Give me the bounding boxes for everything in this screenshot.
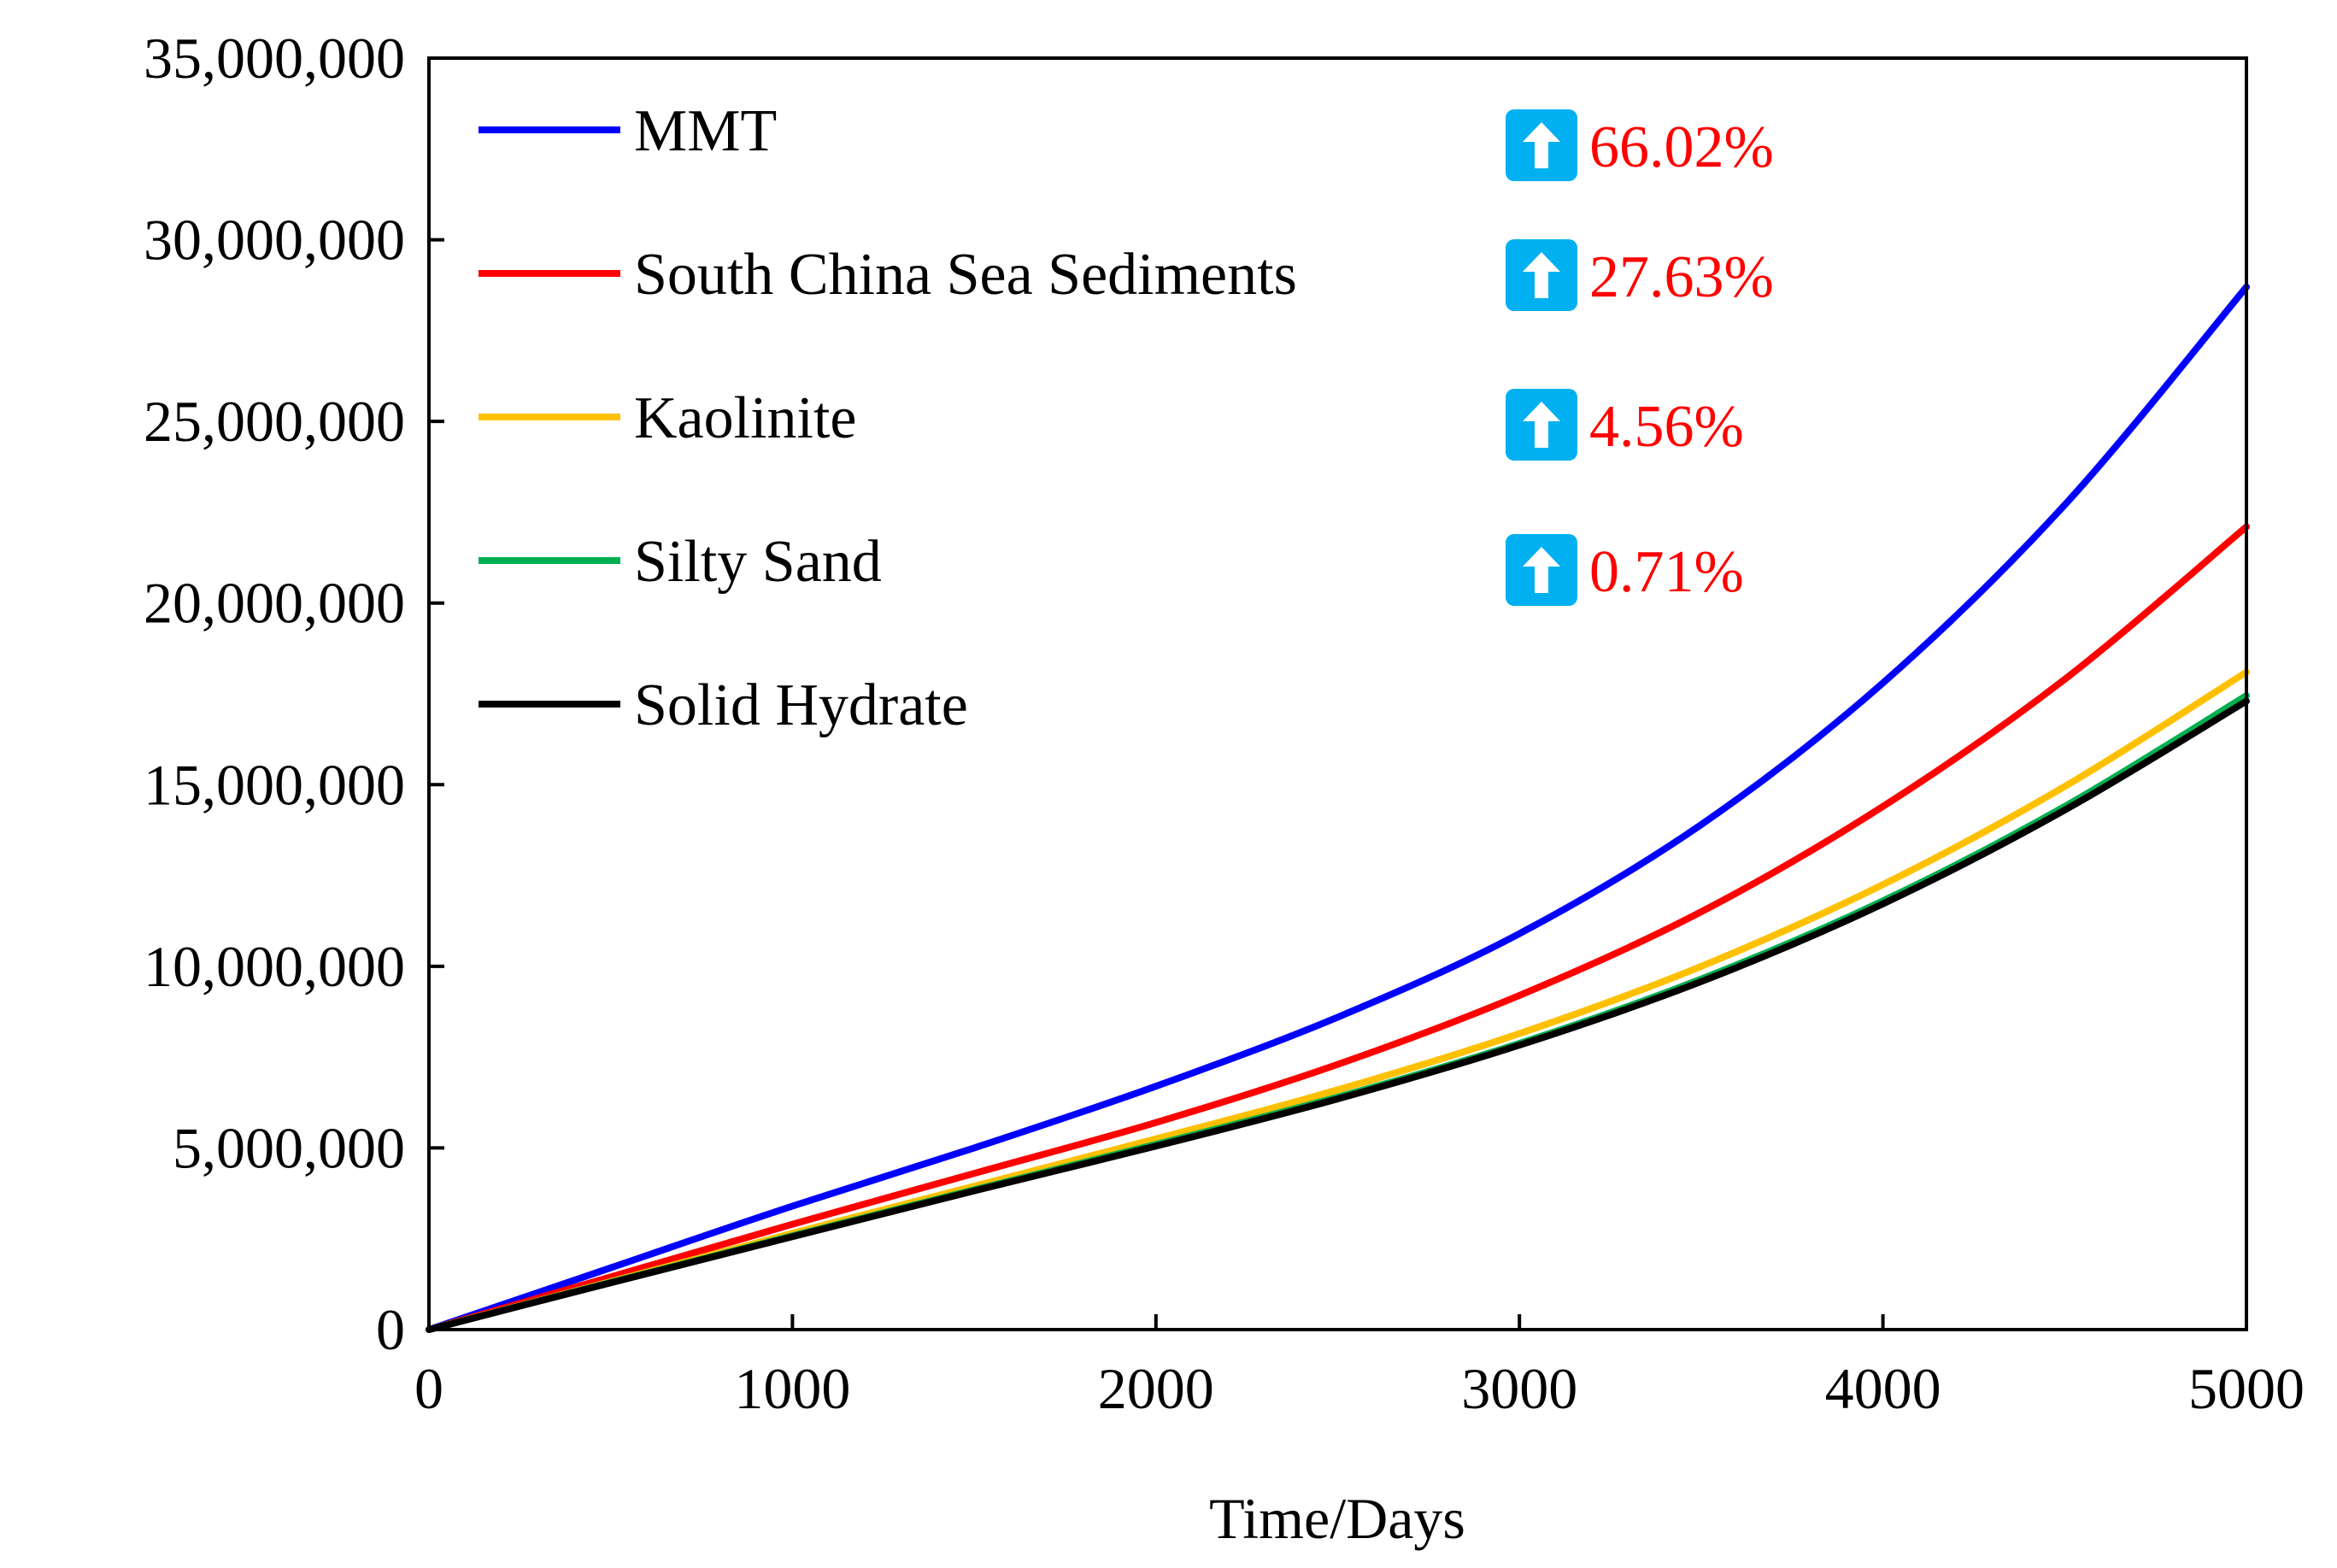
x-tick-label: 2000 [1098,1356,1214,1421]
annotation-silty-sand: 0.71% [1506,534,1744,606]
series-line-mmt [426,283,2250,1333]
annotation-kaolinite: 4.56% [1506,389,1744,461]
legend-label-kaolinite: Kaolinite [634,385,856,451]
percentage-annotations: 66.02% 27.63% 4.56% 0.71% [1506,109,1774,606]
y-tick-label: 30,000,000 [144,208,405,273]
x-tick-label: 4000 [1825,1356,1941,1421]
legend-label-mmt: MMT [634,98,777,164]
x-axis-title: Time/Days [1209,1486,1465,1551]
y-tick-label: 25,000,000 [144,389,405,454]
annotation-south-china-sea-sediments: 27.63% [1506,239,1774,311]
arrow-up-icon [1506,109,1577,181]
legend-label-silty-sand: Silty Sand [634,529,882,595]
x-axis-tick-labels: 0 1000 2000 3000 4000 5000 [414,1356,2305,1421]
series-lines [426,283,2250,1333]
y-tick-label: 20,000,000 [144,571,405,636]
legend-label-south-china-sea-sediments: South China Sea Sediments [634,242,1297,308]
y-tick-label: 35,000,000 [144,26,405,91]
annotation-mmt: 66.02% [1506,109,1774,181]
annotation-value: 4.56% [1589,394,1744,460]
legend: MMT South China Sea Sediments Kaolinite Sil… [479,98,1297,738]
plot-area-frame [427,56,2248,1331]
y-tick-label: 10,000,000 [144,934,405,999]
arrow-up-icon [1506,239,1577,311]
y-tick-label: 5,000,000 [173,1115,405,1180]
annotation-value: 27.63% [1589,244,1774,310]
series-line-kaolinite [426,668,2250,1333]
series-line-solid-hydrate [426,697,2250,1333]
legend-label-solid-hydrate: Solid Hydrate [634,672,968,738]
axis-ticks [427,56,2248,1331]
annotation-value: 66.02% [1589,115,1774,180]
arrow-up-icon [1506,534,1577,606]
series-line-south-china-sea-sediments [426,523,2250,1333]
y-tick-label: 0 [376,1297,405,1362]
annotation-value: 0.71% [1589,539,1744,605]
x-tick-label: 1000 [734,1356,850,1421]
y-tick-label: 15,000,000 [144,752,405,817]
arrow-up-icon [1506,389,1577,461]
x-tick-label: 3000 [1461,1356,1577,1421]
y-axis-tick-labels: 0 5,000,000 10,000,000 15,000,000 20,000,000… [144,26,405,1362]
x-tick-label: 0 [414,1356,443,1421]
x-tick-label: 5000 [2188,1356,2305,1421]
